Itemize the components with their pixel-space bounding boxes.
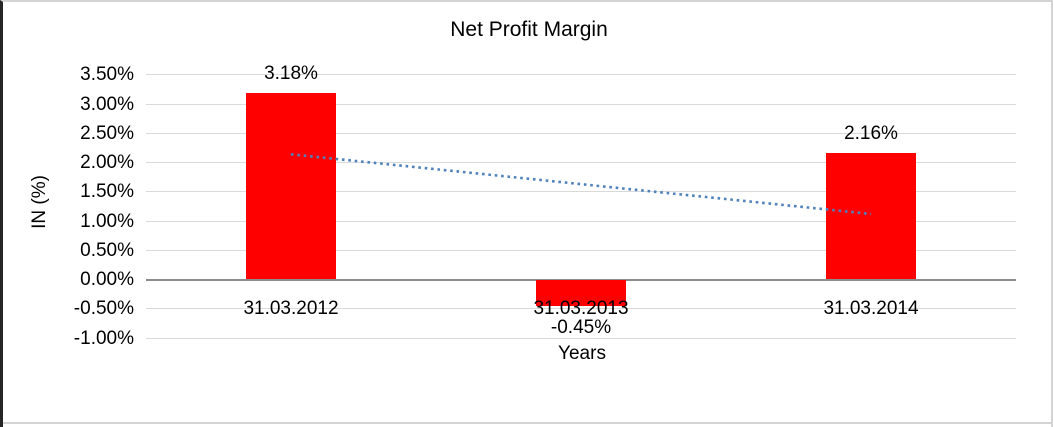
- y-tick-label: 1.00%: [80, 210, 134, 232]
- gridline: [146, 308, 1016, 310]
- bar-data-label: 2.16%: [844, 123, 898, 145]
- x-category-label: 31.03.2014: [823, 297, 919, 319]
- bar: [826, 153, 916, 280]
- y-tick-label: -1.00%: [73, 327, 134, 349]
- gridline: [146, 337, 1016, 339]
- gridline: [146, 103, 1016, 105]
- gridline: [146, 74, 1016, 76]
- y-axis-title: IN (%): [29, 175, 50, 229]
- x-axis-title: Years: [558, 343, 606, 364]
- y-tick-label: 1.50%: [80, 181, 134, 203]
- bar: [246, 93, 336, 280]
- y-tick-label: 0.50%: [80, 239, 134, 261]
- chart-title: Net Profit Margin: [450, 18, 608, 41]
- trendline-segment: [290, 153, 872, 216]
- y-tick-label: 0.00%: [80, 269, 134, 290]
- x-category-label: 31.03.2013: [533, 297, 629, 319]
- bar-data-label: -0.45%: [550, 316, 612, 338]
- bar: [536, 279, 626, 306]
- gridline: [146, 220, 1016, 222]
- y-tick-label: -0.50%: [73, 298, 134, 320]
- y-tick-label: 2.50%: [80, 122, 134, 144]
- y-tick-label: 2.00%: [80, 152, 134, 173]
- y-tick-label: 3.50%: [80, 64, 134, 86]
- gridline: [146, 249, 1016, 251]
- x-category-label: 31.03.2012: [243, 297, 339, 319]
- y-tick-label: 3.00%: [80, 93, 134, 115]
- frame-bottom-rule: [3, 422, 1051, 424]
- gridline: [146, 132, 1016, 134]
- bar-data-label: 3.18%: [264, 63, 318, 85]
